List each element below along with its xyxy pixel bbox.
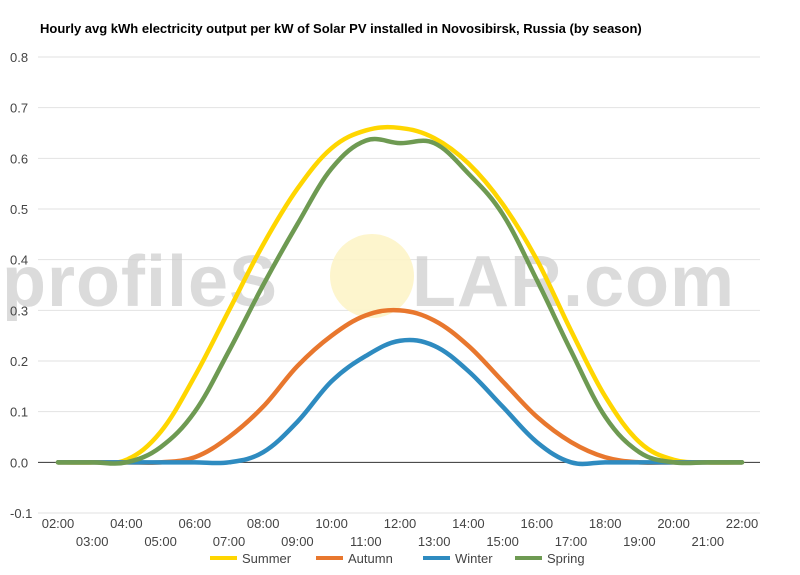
y-tick-label: 0.2	[10, 354, 28, 369]
y-tick-label: 0.3	[10, 303, 28, 318]
x-tick-label: 07:00	[213, 534, 246, 549]
y-tick-label: 0.0	[10, 455, 28, 470]
x-tick-label: 09:00	[281, 534, 314, 549]
legend-label-winter[interactable]: Winter	[455, 551, 493, 566]
x-tick-label: 22:00	[726, 516, 759, 531]
y-tick-label: 0.1	[10, 405, 28, 420]
x-axis: 02:0003:0004:0005:0006:0007:0008:0009:00…	[42, 516, 759, 549]
legend-label-spring[interactable]: Spring	[547, 551, 585, 566]
x-tick-label: 16:00	[521, 516, 554, 531]
x-tick-label: 03:00	[76, 534, 109, 549]
legend-label-summer[interactable]: Summer	[242, 551, 292, 566]
y-tick-label: 0.5	[10, 202, 28, 217]
series-line-summer	[55, 124, 745, 466]
y-tick-label: 0.7	[10, 101, 28, 116]
x-tick-label: 06:00	[179, 516, 212, 531]
x-tick-label: 18:00	[589, 516, 622, 531]
watermark-text-left: profileS	[2, 242, 278, 322]
x-tick-label: 04:00	[110, 516, 143, 531]
legend: Summer Autumn Winter Spring	[210, 551, 585, 566]
x-tick-label: 19:00	[623, 534, 656, 549]
y-tick-label: 0.8	[10, 50, 28, 65]
x-tick-label: 13:00	[418, 534, 451, 549]
x-tick-label: 14:00	[452, 516, 485, 531]
series-line-spring	[55, 136, 745, 466]
x-tick-label: 10:00	[315, 516, 348, 531]
x-tick-label: 02:00	[42, 516, 75, 531]
x-tick-label: 15:00	[486, 534, 519, 549]
chart-title: Hourly avg kWh electricity output per kW…	[40, 21, 642, 36]
x-tick-label: 17:00	[555, 534, 588, 549]
x-tick-label: 12:00	[384, 516, 417, 531]
watermark-sun-icon	[330, 234, 414, 318]
x-tick-label: 08:00	[247, 516, 280, 531]
y-tick-label: -0.1	[10, 506, 32, 521]
legend-label-autumn[interactable]: Autumn	[348, 551, 393, 566]
y-axis: 0.8 0.7 0.6 0.5 0.4 0.3 0.2 0.1 0.0 -0.1	[10, 50, 32, 521]
x-tick-label: 21:00	[692, 534, 725, 549]
series-lines	[55, 124, 745, 467]
y-tick-label: 0.6	[10, 151, 28, 166]
watermark-text-right: LAR.com	[412, 242, 735, 322]
series-line-winter	[55, 337, 745, 467]
watermark: profileS LAR.com	[2, 234, 735, 322]
x-tick-label: 05:00	[144, 534, 177, 549]
x-tick-label: 11:00	[350, 534, 382, 549]
y-tick-label: 0.4	[10, 253, 28, 268]
x-tick-label: 20:00	[657, 516, 690, 531]
